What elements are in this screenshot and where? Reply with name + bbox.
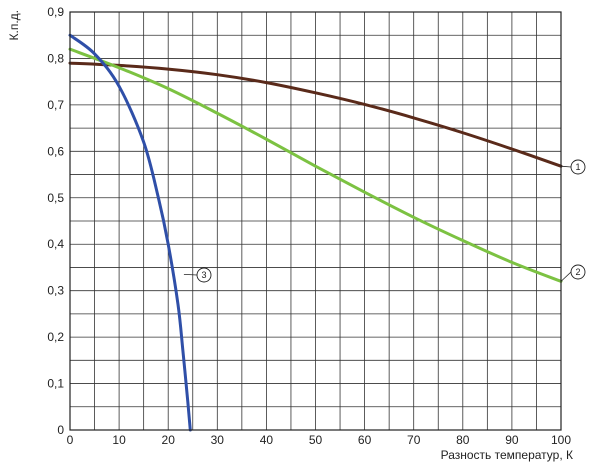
y-tick-label: 0,1 (47, 377, 64, 391)
x-tick-label: 10 (112, 433, 126, 447)
y-tick-label: 0,5 (47, 191, 64, 205)
y-tick-label: 0,4 (47, 237, 64, 251)
callout-circle-1 (570, 159, 586, 175)
plot-frame (69, 11, 562, 431)
callout-leader-1 (560, 165, 572, 168)
y-tick-label: 0 (57, 423, 64, 437)
y-tick-label: 0,2 (47, 330, 64, 344)
x-tick-label: 60 (358, 433, 372, 447)
y-tick-label: 0,9 (47, 5, 64, 19)
x-axis-label: Разность температур, К (441, 448, 573, 462)
callout-circle-3 (196, 267, 212, 283)
x-tick-label: 0 (67, 433, 74, 447)
x-tick-label: 30 (211, 433, 225, 447)
series-line-1 (68, 61, 563, 168)
tick-labels: 0 10 20 30 40 50 60 70 80 90 100 0 0,1 0,2 0,3 0,4 0,5 0,… (47, 5, 571, 447)
callout-circle-2 (570, 264, 586, 280)
callout-leader-3 (183, 274, 198, 276)
series-line-3 (68, 33, 192, 432)
series-line-2 (68, 47, 563, 283)
callout-label-2: 2 (575, 267, 580, 277)
x-tick-label: 50 (309, 433, 323, 447)
chart-series (68, 33, 563, 432)
y-tick-label: 0,8 (47, 51, 64, 65)
y-tick-label: 0,7 (47, 98, 64, 112)
callout-leader-2 (560, 271, 572, 282)
x-tick-label: 20 (162, 433, 176, 447)
x-tick-label: 100 (551, 433, 571, 447)
plot-border (69, 11, 562, 431)
y-tick-label: 0,6 (47, 144, 64, 158)
x-tick-label: 80 (456, 433, 470, 447)
x-tick-label: 40 (260, 433, 274, 447)
y-axis-label: К.п.д. (7, 10, 21, 41)
callout-label-3: 3 (201, 270, 206, 280)
series-callouts: 1 2 3 (183, 159, 586, 283)
x-tick-label: 70 (407, 433, 421, 447)
chart-grid (69, 11, 562, 431)
x-tick-label: 90 (505, 433, 519, 447)
y-tick-label: 0,3 (47, 284, 64, 298)
callout-label-1: 1 (575, 162, 580, 172)
